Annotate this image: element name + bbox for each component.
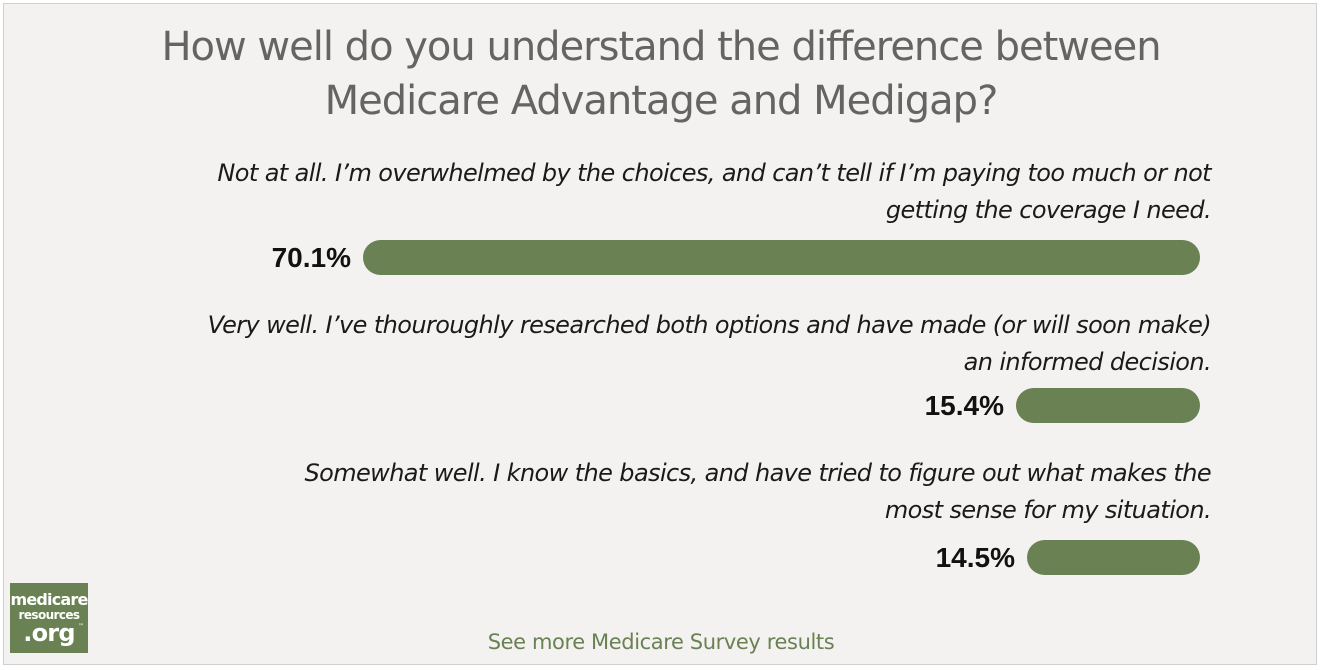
value-label-1: 70.1% — [271, 242, 351, 273]
title-line-2: Medicare Advantage and Medigap? — [324, 78, 999, 124]
answer-2-line-1: Very well. I’ve thouroughly researched b… — [207, 311, 1212, 339]
answer-3-line-1: Somewhat well. I know the basics, and ha… — [304, 459, 1212, 487]
value-label-2: 15.4% — [924, 390, 1004, 421]
logo-line-2: resources — [18, 608, 81, 622]
chart-title: How well do you understand the differenc… — [0, 20, 1322, 128]
logo-trademark: ™ — [78, 623, 84, 630]
value-label-3: 14.5% — [935, 542, 1015, 573]
see-more-results-link[interactable]: See more Medicare Survey results — [487, 630, 835, 654]
title-line-1: How well do you understand the differenc… — [161, 24, 1161, 70]
logo-line-3: .org — [23, 619, 75, 647]
logo-line-1: medicare — [10, 590, 88, 609]
answer-label-3: Somewhat well. I know the basics, and ha… — [305, 455, 1212, 529]
answer-1-line-2: getting the coverage I need. — [885, 196, 1212, 224]
bar-3 — [1027, 540, 1200, 575]
bar-2 — [1016, 388, 1200, 423]
answer-1-line-1: Not at all. I’m overwhelmed by the choic… — [217, 159, 1211, 187]
answer-2-line-2: an informed decision. — [963, 348, 1212, 376]
medicareresources-logo[interactable]: medicare resources .org ™ — [10, 583, 88, 653]
bar-1 — [363, 240, 1200, 275]
answer-3-line-2: most sense for my situation. — [884, 496, 1212, 524]
answer-label-1: Not at all. I’m overwhelmed by the choic… — [217, 155, 1211, 229]
answer-label-2: Very well. I’ve thouroughly researched b… — [207, 307, 1212, 381]
